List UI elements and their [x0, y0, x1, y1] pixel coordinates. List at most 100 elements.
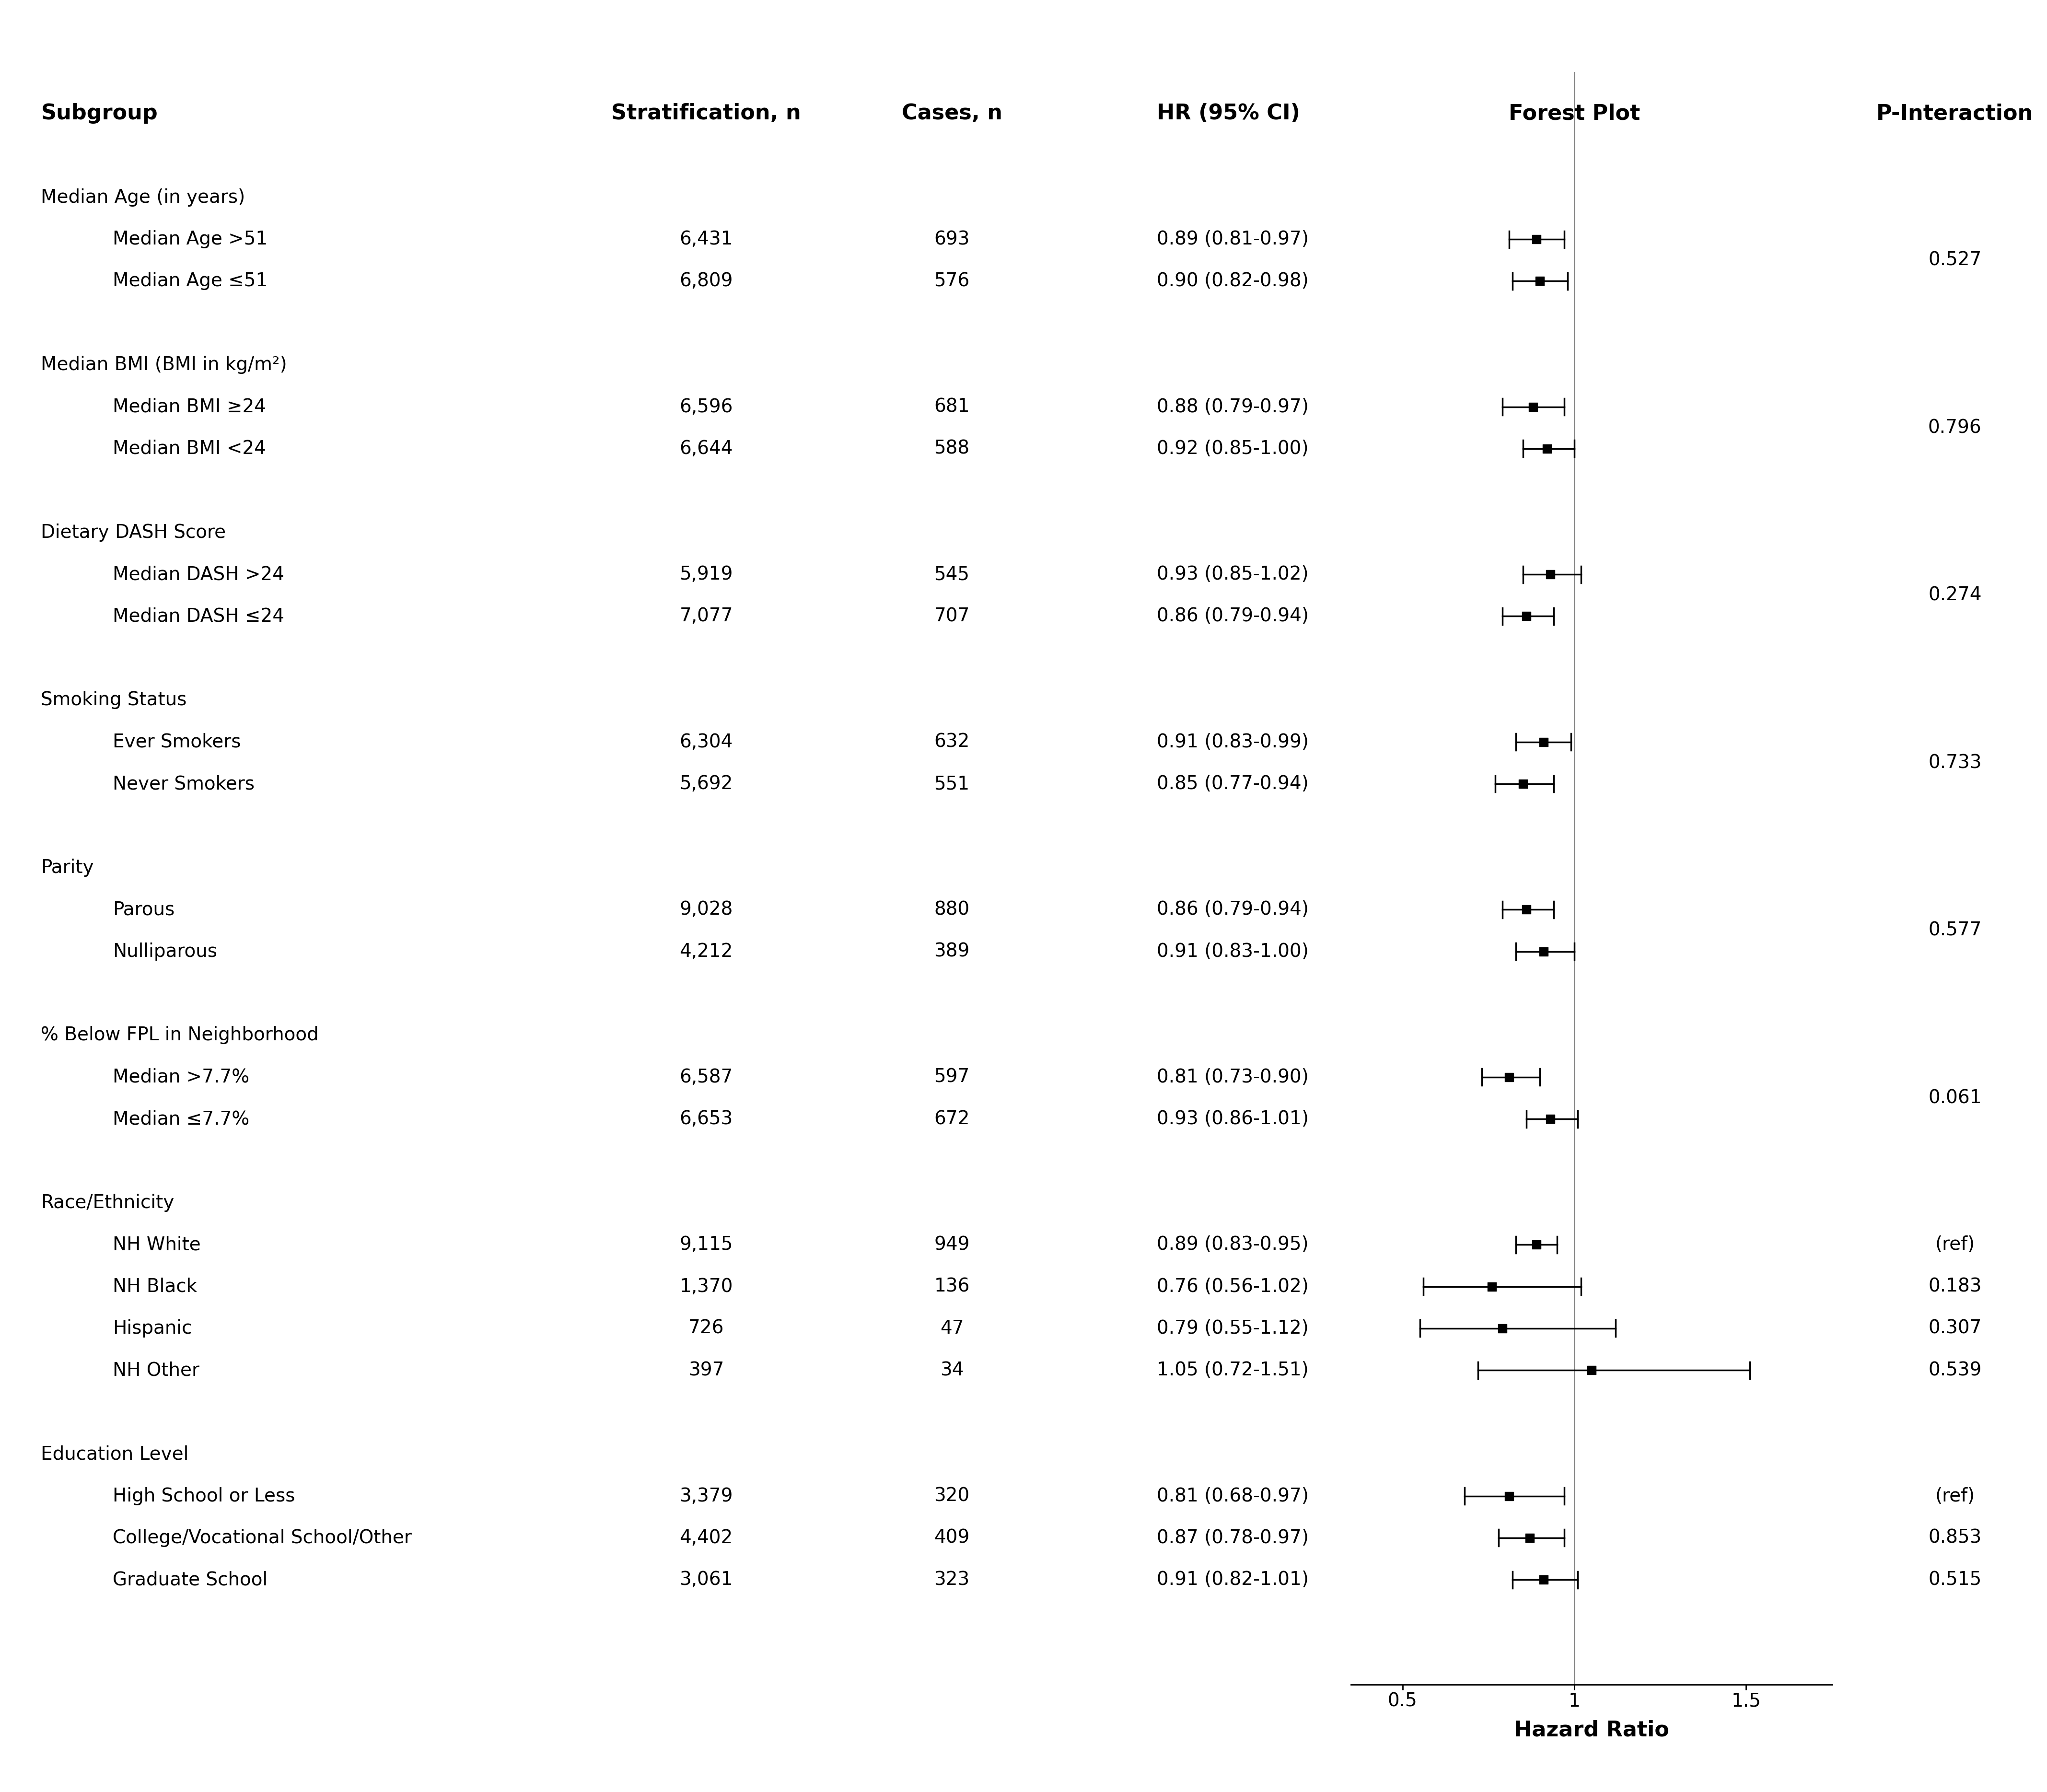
Point [1513, 1523, 1545, 1552]
Text: 4,402: 4,402 [680, 1529, 733, 1546]
Text: Education Level: Education Level [41, 1444, 188, 1464]
X-axis label: Hazard Ratio: Hazard Ratio [1515, 1720, 1668, 1740]
Text: 0.93 (0.86-1.01): 0.93 (0.86-1.01) [1157, 1109, 1308, 1127]
Point [1527, 937, 1560, 966]
Text: 0.183: 0.183 [1928, 1278, 1981, 1296]
Text: 0.89 (0.81-0.97): 0.89 (0.81-0.97) [1157, 229, 1308, 249]
Text: % Below FPL in Neighborhood: % Below FPL in Neighborhood [41, 1027, 319, 1045]
Text: Median Age (in years): Median Age (in years) [41, 188, 246, 206]
Text: Median Age ≤51: Median Age ≤51 [113, 272, 268, 290]
Text: 320: 320 [933, 1487, 970, 1505]
Text: 576: 576 [933, 272, 970, 290]
Text: (ref): (ref) [1934, 1235, 1975, 1254]
Text: 949: 949 [933, 1235, 970, 1254]
Text: NH Other: NH Other [113, 1362, 199, 1380]
Text: 3,061: 3,061 [680, 1570, 733, 1590]
Text: 880: 880 [933, 900, 970, 919]
Point [1492, 1482, 1525, 1511]
Text: 6,596: 6,596 [680, 398, 733, 416]
Point [1523, 267, 1556, 296]
Text: Parity: Parity [41, 858, 94, 876]
Text: 389: 389 [933, 943, 970, 961]
Text: 0.88 (0.79-0.97): 0.88 (0.79-0.97) [1157, 398, 1308, 416]
Text: 0.733: 0.733 [1928, 754, 1981, 772]
Text: Ever Smokers: Ever Smokers [113, 733, 242, 751]
Text: 0.796: 0.796 [1928, 419, 1981, 437]
Text: 7,077: 7,077 [680, 607, 733, 625]
Text: NH Black: NH Black [113, 1278, 197, 1296]
Text: 6,809: 6,809 [680, 272, 733, 290]
Text: Median BMI <24: Median BMI <24 [113, 439, 266, 457]
Text: 588: 588 [933, 439, 970, 457]
Text: (ref): (ref) [1934, 1487, 1975, 1505]
Text: Median BMI ≥24: Median BMI ≥24 [113, 398, 266, 416]
Text: 0.89 (0.83-0.95): 0.89 (0.83-0.95) [1157, 1235, 1308, 1254]
Text: 0.527: 0.527 [1928, 251, 1981, 269]
Text: Forest Plot: Forest Plot [1509, 104, 1640, 124]
Text: 0.853: 0.853 [1928, 1529, 1981, 1546]
Text: 0.539: 0.539 [1928, 1362, 1981, 1380]
Text: 0.91 (0.82-1.01): 0.91 (0.82-1.01) [1157, 1570, 1308, 1590]
Text: 34: 34 [940, 1362, 964, 1380]
Point [1527, 728, 1560, 756]
Text: 693: 693 [933, 229, 970, 249]
Text: Parous: Parous [113, 900, 174, 919]
Point [1521, 226, 1554, 254]
Text: 707: 707 [933, 607, 970, 625]
Text: 409: 409 [933, 1529, 970, 1546]
Text: 5,919: 5,919 [680, 564, 733, 584]
Text: NH White: NH White [113, 1235, 201, 1254]
Text: 0.91 (0.83-0.99): 0.91 (0.83-0.99) [1157, 733, 1308, 751]
Text: 597: 597 [933, 1068, 970, 1086]
Text: 6,653: 6,653 [680, 1109, 733, 1127]
Point [1492, 1063, 1525, 1091]
Text: Median ≤7.7%: Median ≤7.7% [113, 1109, 250, 1127]
Text: 0.76 (0.56-1.02): 0.76 (0.56-1.02) [1157, 1278, 1308, 1296]
Point [1527, 1566, 1560, 1595]
Point [1507, 769, 1539, 797]
Point [1476, 1272, 1509, 1301]
Text: 5,692: 5,692 [680, 774, 733, 792]
Text: Nulliparous: Nulliparous [113, 943, 217, 961]
Text: 0.81 (0.73-0.90): 0.81 (0.73-0.90) [1157, 1068, 1308, 1086]
Text: 681: 681 [933, 398, 970, 416]
Text: 1,370: 1,370 [680, 1278, 733, 1296]
Text: Never Smokers: Never Smokers [113, 774, 254, 792]
Text: 0.86 (0.79-0.94): 0.86 (0.79-0.94) [1157, 900, 1308, 919]
Text: 545: 545 [933, 564, 970, 584]
Text: 672: 672 [933, 1109, 970, 1127]
Text: Median DASH ≤24: Median DASH ≤24 [113, 607, 285, 625]
Point [1511, 602, 1543, 631]
Text: Median Age >51: Median Age >51 [113, 229, 268, 249]
Text: 0.79 (0.55-1.12): 0.79 (0.55-1.12) [1157, 1319, 1308, 1337]
Text: 632: 632 [933, 733, 970, 751]
Text: Stratification, n: Stratification, n [612, 104, 800, 124]
Text: 9,028: 9,028 [680, 900, 733, 919]
Text: 323: 323 [933, 1570, 970, 1590]
Text: 0.90 (0.82-0.98): 0.90 (0.82-0.98) [1157, 272, 1308, 290]
Text: 1.05 (0.72-1.51): 1.05 (0.72-1.51) [1157, 1362, 1308, 1380]
Point [1517, 392, 1550, 421]
Text: Graduate School: Graduate School [113, 1570, 268, 1590]
Text: 0.91 (0.83-1.00): 0.91 (0.83-1.00) [1157, 943, 1308, 961]
Text: High School or Less: High School or Less [113, 1487, 295, 1505]
Point [1533, 561, 1566, 590]
Text: Dietary DASH Score: Dietary DASH Score [41, 523, 225, 541]
Text: 3,379: 3,379 [680, 1487, 733, 1505]
Text: 0.81 (0.68-0.97): 0.81 (0.68-0.97) [1157, 1487, 1308, 1505]
Text: 0.061: 0.061 [1928, 1090, 1981, 1107]
Text: 0.307: 0.307 [1928, 1319, 1981, 1337]
Text: Cases, n: Cases, n [901, 104, 1003, 124]
Text: 6,431: 6,431 [680, 229, 733, 249]
Text: 9,115: 9,115 [680, 1235, 733, 1254]
Text: P-Interaction: P-Interaction [1877, 104, 2033, 124]
Point [1531, 434, 1564, 462]
Text: 726: 726 [688, 1319, 725, 1337]
Text: 0.87 (0.78-0.97): 0.87 (0.78-0.97) [1157, 1529, 1308, 1546]
Text: 551: 551 [933, 774, 970, 792]
Text: 0.86 (0.79-0.94): 0.86 (0.79-0.94) [1157, 607, 1308, 625]
Text: Race/Ethnicity: Race/Ethnicity [41, 1193, 174, 1211]
Point [1533, 1104, 1566, 1133]
Text: Smoking Status: Smoking Status [41, 692, 186, 710]
Text: 6,587: 6,587 [680, 1068, 733, 1086]
